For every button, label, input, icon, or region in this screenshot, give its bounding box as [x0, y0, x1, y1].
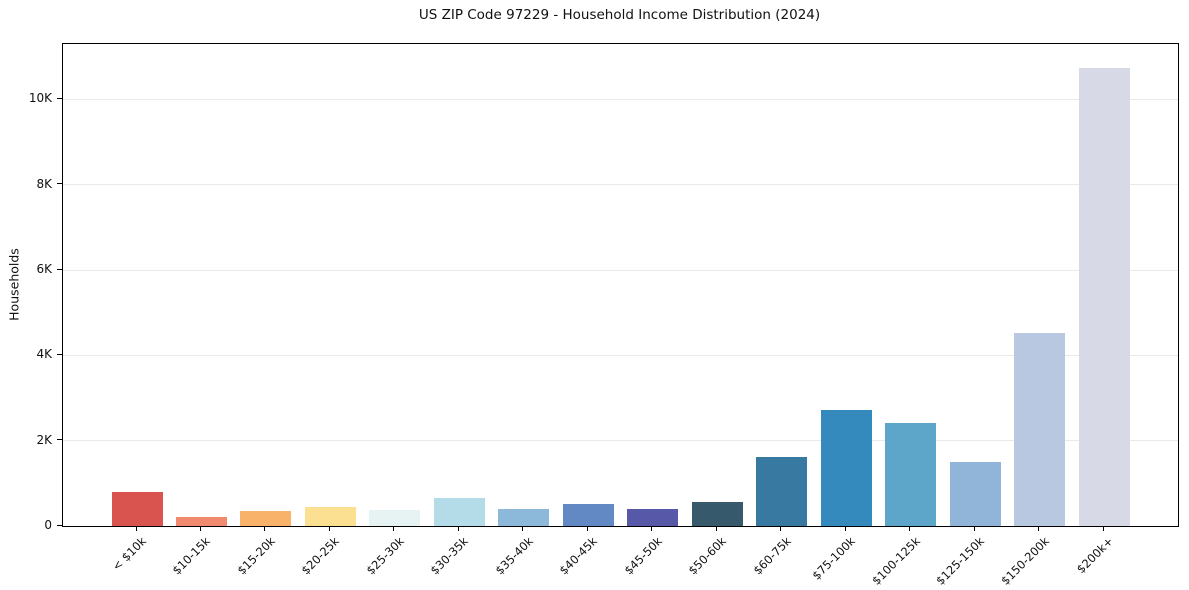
y-tick-label: 8K: [36, 176, 52, 191]
y-tick-label: 2K: [36, 432, 52, 447]
bar: [562, 503, 614, 526]
x-tick-label: $100-125k: [868, 534, 923, 588]
y-tick-mark: [57, 439, 62, 441]
bar: [820, 410, 872, 526]
gridline: [63, 354, 1178, 356]
bar: [691, 501, 743, 526]
bar: [885, 423, 937, 526]
x-tick-label: $35-40k: [492, 534, 536, 578]
x-tick-label: $40-45k: [556, 534, 601, 578]
y-tick-mark: [57, 97, 62, 99]
x-tick-label: $60-75k: [750, 534, 794, 578]
x-tick-mark: [844, 526, 846, 531]
y-tick-label: 0: [44, 518, 52, 532]
x-tick-label: < $10k: [109, 534, 149, 574]
bar: [756, 456, 808, 526]
gridline: [63, 269, 1178, 271]
x-tick-label: $150-200k: [997, 534, 1052, 588]
x-tick-mark: [1102, 526, 1104, 531]
y-tick-mark: [57, 353, 62, 355]
y-tick-mark: [57, 268, 62, 270]
x-tick-mark: [909, 526, 911, 531]
x-tick-mark: [457, 526, 459, 531]
x-tick-label: $45-50k: [621, 534, 665, 578]
bar: [433, 497, 485, 526]
gridline: [63, 440, 1178, 442]
x-tick-label: $75-100k: [809, 534, 859, 583]
x-tick-label: $125-150k: [933, 534, 988, 588]
bar: [304, 506, 356, 526]
x-tick-label: $30-35k: [427, 534, 472, 578]
y-tick-mark: [57, 183, 62, 185]
x-tick-mark: [586, 526, 588, 531]
bar: [1078, 67, 1130, 526]
bar: [240, 511, 292, 526]
plot-area: [62, 43, 1179, 527]
x-tick-label: $20-25k: [298, 534, 343, 578]
y-tick-label: 4K: [36, 347, 52, 362]
y-axis-label: Households: [6, 248, 22, 321]
bar: [369, 510, 421, 526]
bar: [498, 509, 550, 526]
x-tick-mark: [393, 526, 395, 531]
x-tick-label: $10-15k: [169, 534, 214, 578]
x-tick-mark: [651, 526, 653, 531]
y-tick-label: 6K: [36, 262, 52, 277]
x-tick-mark: [264, 526, 266, 531]
x-tick-label: $15-20k: [234, 534, 278, 578]
x-tick-mark: [135, 526, 137, 531]
bar: [949, 462, 1001, 526]
gridline: [63, 98, 1178, 100]
bar: [176, 517, 227, 526]
x-tick-label: $25-30k: [363, 534, 407, 578]
x-tick-mark: [973, 526, 975, 531]
x-tick-mark: [715, 526, 717, 531]
bar: [627, 509, 679, 526]
gridline: [63, 184, 1178, 186]
chart-title: US ZIP Code 97229 - Household Income Dis…: [418, 7, 821, 23]
x-tick-label: $200k+: [1073, 534, 1116, 577]
bar: [1014, 332, 1066, 526]
y-tick-mark: [57, 524, 62, 526]
x-tick-mark: [780, 526, 782, 531]
x-tick-mark: [522, 526, 524, 531]
x-tick-label: $50-60k: [685, 534, 730, 578]
x-tick-mark: [1038, 526, 1040, 531]
x-tick-mark: [328, 526, 330, 531]
bar: [111, 492, 163, 526]
x-tick-mark: [199, 526, 201, 531]
y-tick-label: 10K: [28, 91, 52, 106]
